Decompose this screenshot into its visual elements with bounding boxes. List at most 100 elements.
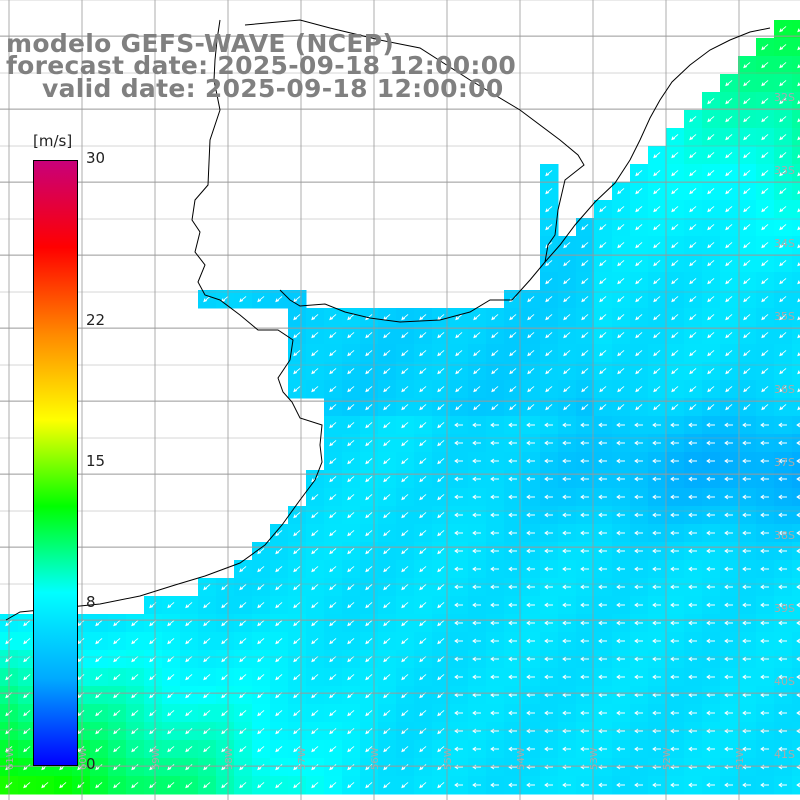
wind-arrow <box>598 512 607 518</box>
wind-arrow <box>23 674 31 681</box>
wind-arrow <box>725 278 733 285</box>
wind-arrow <box>706 746 715 752</box>
wind-arrow <box>563 368 571 375</box>
wind-arrow <box>275 782 283 789</box>
wind-arrow <box>383 566 391 573</box>
wind-arrow <box>472 566 481 572</box>
wind-arrow <box>562 674 571 680</box>
wind-arrow <box>527 314 535 321</box>
wind-arrow <box>185 728 193 735</box>
wind-arrow <box>580 782 589 788</box>
wind-arrow <box>778 512 787 518</box>
wind-arrow <box>670 440 679 446</box>
wind-arrow <box>383 782 391 789</box>
wind-arrow <box>725 386 733 393</box>
wind-arrow <box>113 710 121 717</box>
wind-arrow <box>437 710 445 717</box>
wind-arrow <box>725 188 733 195</box>
wind-arrow <box>490 656 499 662</box>
wind-arrow <box>725 134 733 141</box>
wind-arrow <box>562 440 571 446</box>
wind-arrow <box>419 476 427 483</box>
wind-arrow <box>293 512 301 519</box>
wind-arrow <box>454 476 463 482</box>
wind-cell <box>792 308 800 327</box>
wind-arrow <box>544 494 553 500</box>
wind-arrow <box>724 494 733 500</box>
wind-arrow <box>707 386 715 393</box>
wind-arrow <box>293 296 301 303</box>
wind-arrow <box>725 98 733 105</box>
lon-label: 58W <box>224 747 235 770</box>
wind-arrow <box>437 458 445 465</box>
wind-arrow <box>365 386 373 393</box>
wind-arrow <box>329 494 337 501</box>
wind-arrow <box>508 620 517 626</box>
wind-arrow <box>707 116 715 123</box>
wind-arrow <box>311 494 319 501</box>
wind-arrow <box>347 404 355 411</box>
wind-arrow <box>761 224 769 231</box>
wind-arrow <box>725 350 733 357</box>
wind-arrow <box>311 602 319 609</box>
wind-arrow <box>472 422 481 428</box>
wind-arrow <box>347 602 355 609</box>
wind-arrow <box>760 458 769 464</box>
wind-arrow <box>239 674 247 681</box>
wind-arrow <box>490 440 499 446</box>
wind-arrow <box>526 530 535 536</box>
wind-arrow <box>401 548 409 555</box>
wind-arrow <box>562 458 571 464</box>
wind-arrow <box>724 476 733 482</box>
wind-arrow <box>347 764 355 771</box>
wind-arrow <box>779 242 787 249</box>
wind-arrow <box>671 350 679 357</box>
wind-arrow <box>724 746 733 752</box>
wind-arrow <box>581 368 589 375</box>
wind-arrow <box>329 710 337 717</box>
wind-arrow <box>652 728 661 734</box>
wind-arrow <box>77 764 85 771</box>
wind-arrow <box>437 728 445 735</box>
wind-arrow <box>544 458 553 464</box>
wind-arrow <box>616 656 625 662</box>
wind-arrow <box>347 386 355 393</box>
wind-arrow <box>598 548 607 554</box>
wind-arrow <box>760 746 769 752</box>
wind-arrow <box>347 638 355 645</box>
wind-arrow <box>526 620 535 626</box>
wind-cell <box>792 218 800 237</box>
wind-arrow <box>131 656 139 663</box>
wind-arrow <box>598 674 607 680</box>
wind-arrow <box>490 566 499 572</box>
wind-arrow <box>455 386 463 393</box>
wind-arrow <box>419 368 427 375</box>
wind-arrow <box>311 548 319 555</box>
wind-arrow <box>779 26 787 33</box>
wind-arrow <box>545 278 553 285</box>
wind-arrow <box>329 674 337 681</box>
wind-arrow <box>131 710 139 717</box>
wind-arrow <box>706 530 715 536</box>
wind-arrow <box>490 530 499 536</box>
wind-arrow <box>311 530 319 537</box>
wind-arrow <box>365 476 373 483</box>
title-forecast-date: forecast date: 2025-09-18 12:00:00 <box>6 51 517 80</box>
wind-arrow <box>221 674 229 681</box>
wind-arrow <box>383 674 391 681</box>
wind-cell <box>792 254 800 273</box>
wind-arrow <box>383 746 391 753</box>
wind-arrow <box>329 386 337 393</box>
wind-arrow <box>490 728 499 734</box>
wind-arrow <box>401 584 409 591</box>
wind-arrow <box>545 188 553 195</box>
wind-arrow <box>508 602 517 608</box>
wind-arrow <box>454 458 463 464</box>
wind-arrow <box>311 512 319 519</box>
wind-arrow <box>743 62 751 69</box>
wind-arrow <box>670 710 679 716</box>
wind-arrow <box>437 782 445 789</box>
wind-arrow <box>419 746 427 753</box>
wind-arrow <box>653 368 661 375</box>
wind-arrow <box>724 782 733 788</box>
